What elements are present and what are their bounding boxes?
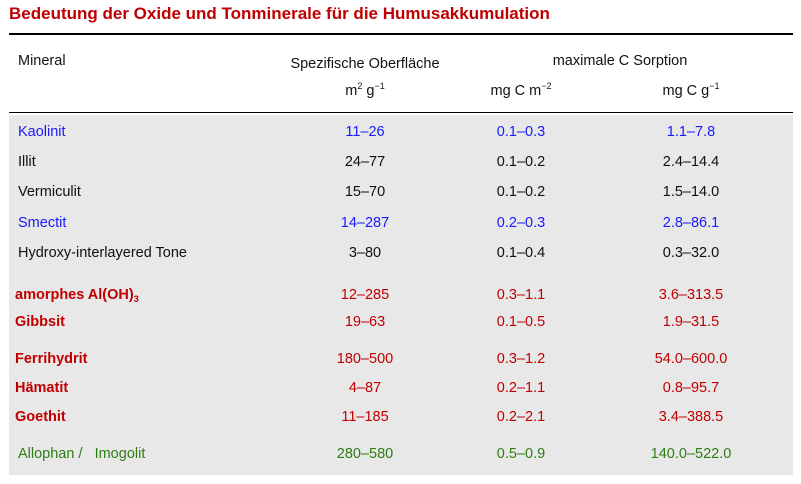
page-title: Bedeutung der Oxide und Tonminerale für …	[9, 4, 550, 23]
row-goethit-surface: 11–185	[341, 409, 389, 425]
row-vermiculit-sorp-m2: 0.1–0.2	[496, 184, 546, 200]
row-allophan-imogolit-surface: 280–580	[336, 446, 394, 462]
row-ferrihydrit-mineral: Ferrihydrit	[15, 351, 88, 367]
row-amorphes-aloh3-surface: 12–285	[340, 287, 390, 303]
row-gibbsit-sorp-m2: 0.1–0.5	[496, 314, 546, 330]
row-kaolinit-sorp-m2: 0.1–0.3	[496, 124, 546, 140]
row-smectit-sorp-g: 2.8–86.1	[662, 215, 720, 231]
row-kaolinit-mineral: Kaolinit	[18, 124, 66, 140]
row-illit-surface: 24–77	[344, 154, 386, 170]
header-sorption: maximale C Sorption	[552, 53, 688, 69]
row-vermiculit-surface: 15–70	[344, 184, 386, 200]
row-gibbsit-sorp-g: 1.9–31.5	[662, 314, 720, 330]
row-goethit-mineral: Goethit	[15, 409, 66, 425]
row-allophan-imogolit-sorp-g: 140.0–522.0	[650, 446, 732, 462]
header-sorption-per-m2: mg C m−2	[490, 81, 552, 99]
row-hydroxy-sorp-m2: 0.1–0.4	[496, 245, 546, 261]
row-ferrihydrit-surface: 180–500	[336, 351, 394, 367]
row-amorphes-aloh3-mineral: amorphes Al(OH)3	[15, 287, 139, 304]
row-kaolinit-sorp-g: 1.1–7.8	[666, 124, 716, 140]
row-haematit-mineral: Hämatit	[15, 380, 69, 396]
header-mineral: Mineral	[18, 53, 66, 69]
row-vermiculit-sorp-g: 1.5–14.0	[662, 184, 720, 200]
row-haematit-sorp-m2: 0.2–1.1	[496, 380, 546, 396]
row-hydroxy-mineral: Hydroxy-interlayered Tone	[18, 245, 187, 261]
header-surface: Spezifische Oberfläche	[290, 56, 440, 72]
row-smectit-surface: 14–287	[340, 215, 390, 231]
header-sorption-per-g: mg C g−1	[662, 81, 720, 99]
table-header-background	[9, 35, 793, 115]
row-illit-sorp-m2: 0.1–0.2	[496, 154, 546, 170]
table-body-background	[9, 115, 793, 475]
row-hydroxy-sorp-g: 0.3–32.0	[662, 245, 720, 261]
header-surface-unit: m2 g−1	[345, 81, 385, 99]
row-amorphes-aloh3-sorp-g: 3.6–313.5	[658, 287, 724, 303]
row-goethit-sorp-m2: 0.2–2.1	[496, 409, 546, 425]
row-vermiculit-mineral: Vermiculit	[18, 184, 81, 200]
row-smectit-sorp-m2: 0.2–0.3	[496, 215, 546, 231]
row-kaolinit-surface: 11–26	[345, 124, 385, 140]
row-smectit-mineral: Smectit	[18, 215, 67, 231]
row-ferrihydrit-sorp-g: 54.0–600.0	[654, 351, 728, 367]
row-allophan-imogolit-sorp-m2: 0.5–0.9	[496, 446, 546, 462]
row-amorphes-aloh3-sorp-m2: 0.3–1.1	[496, 287, 546, 303]
row-allophan-imogolit-mineral: Allophan / Imogolit	[18, 446, 146, 462]
row-goethit-sorp-g: 3.4–388.5	[658, 409, 724, 425]
data-table: Mineral Spezifische Oberfläche m2 g−1 ma…	[9, 33, 793, 475]
row-hydroxy-surface: 3–80	[348, 245, 382, 261]
row-gibbsit-mineral: Gibbsit	[15, 314, 65, 330]
header-rule	[9, 112, 793, 113]
row-haematit-sorp-g: 0.8–95.7	[662, 380, 720, 396]
row-illit-sorp-g: 2.4–14.4	[662, 154, 720, 170]
row-ferrihydrit-sorp-m2: 0.3–1.2	[496, 351, 546, 367]
row-haematit-surface: 4–87	[348, 380, 382, 396]
row-gibbsit-surface: 19–63	[344, 314, 386, 330]
row-illit-mineral: Illit	[18, 154, 36, 170]
